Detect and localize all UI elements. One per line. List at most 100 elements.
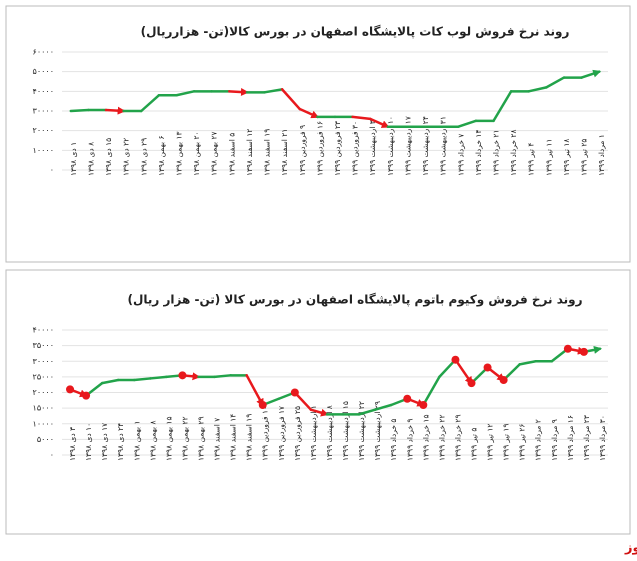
x-tick-label: ۸ دی ۱۳۹۸ [86, 142, 95, 176]
x-tick-label: ۱۶ فروردین ۱۳۹۹ [315, 121, 324, 176]
x-tick-label: ۱۹ اسفند ۱۳۹۸ [245, 414, 254, 461]
x-tick-label: ۱۷ اردیبهشت ۱۳۹۹ [403, 116, 412, 176]
y-tick-label: ۲۰۰۰۰ [33, 126, 54, 135]
line-segment [518, 360, 537, 366]
point [467, 379, 476, 388]
line-segment [104, 106, 126, 115]
line-segment [245, 374, 264, 407]
x-tick-label: ۱۴ اسفند ۱۳۹۸ [229, 414, 238, 461]
x-tick-label: ۳۱ اردیبهشت ۱۳۹۹ [439, 116, 448, 176]
y-tick-label: ۴۰۰۰۰ [33, 87, 54, 96]
line-segment [133, 377, 152, 382]
x-tick-label: ۱۶ مرداد ۱۳۹۹ [566, 415, 575, 461]
x-tick-label: ۱۵ خرداد ۱۳۹۹ [421, 415, 430, 462]
y-tick-label: ۲۰۰۰۰ [33, 388, 54, 397]
x-tick-label: ۱۰ دی ۱۳۹۸ [84, 423, 93, 461]
x-tick-label: ۳ اردیبهشت ۱۳۹۹ [368, 120, 377, 176]
x-tick-label: ۱۵ اردیبهشت ۱۳۹۹ [341, 401, 350, 461]
x-tick-label: ۱۱ تیر ۱۳۹۹ [544, 139, 553, 176]
x-tick-label: ۲۱ اسفند ۱۳۹۸ [280, 129, 289, 176]
x-tick-label: ۲۷ بهمن ۱۳۹۸ [210, 131, 219, 176]
line-segment [298, 107, 320, 119]
x-tick-label: ۱۳ بهمن ۱۳۹۸ [174, 131, 183, 176]
y-tick-label: ۰ [50, 166, 54, 175]
x-tick-label: ۸ اردیبهشت ۱۳۹۹ [325, 405, 334, 461]
x-tick-label: ۲۳ مرداد ۱۳۹۹ [582, 415, 591, 461]
x-tick-label: ۱ دی ۱۳۹۸ [69, 142, 78, 176]
x-tick-label: ۶ بهمن ۱۳۹۸ [157, 135, 166, 176]
line-segment [457, 119, 478, 128]
x-tick-label: ۱۰ فروردین ۱۳۹۹ [261, 406, 270, 461]
line-segment [228, 87, 249, 96]
point [579, 347, 588, 356]
line-segment [280, 88, 302, 111]
x-tick-label: ۲۲ اردیبهشت ۱۳۹۹ [357, 401, 366, 461]
x-tick-label: ۱۲ اسفند ۱۳۹۸ [245, 129, 254, 176]
point [82, 391, 91, 400]
x-tick-label: ۷ خرداد ۱۳۹۹ [456, 134, 465, 176]
chart-title: روند نرخ فروش وکیوم باتوم پالایشگاه اصفه… [127, 293, 582, 308]
x-tick-label: ۱ بهمن ۱۳۹۸ [132, 420, 141, 461]
line-segment [527, 86, 548, 93]
x-tick-label: ۱ مرداد ۱۳۹۹ [597, 134, 606, 176]
x-tick-label: ۲۳ فروردین ۱۳۹۹ [333, 121, 342, 176]
x-tick-label: ۲۲ دی ۱۳۹۸ [122, 138, 131, 176]
line-segment [351, 115, 372, 121]
x-tick-label: ۲۹ دی ۱۳۹۸ [139, 138, 148, 176]
x-tick-label: ۹ مرداد ۱۳۹۹ [550, 419, 559, 461]
line-segment [454, 358, 473, 385]
line-segment [422, 375, 441, 407]
y-tick-label: ۶۰۰۰۰ [33, 48, 54, 57]
line-segment [100, 378, 120, 385]
x-tick-label: ۹ فروردین ۱۳۹۹ [298, 125, 307, 176]
x-tick-label: ۱ اردیبهشت ۱۳۹۹ [309, 405, 318, 461]
x-tick-label: ۱۷ دی ۱۳۹۸ [100, 423, 109, 461]
point [290, 388, 299, 397]
x-tick-label: ۲۱ خرداد ۱۳۹۹ [492, 130, 501, 176]
chart-title: روند نرخ فروش لوب کات پالایشگاه اصفهان د… [141, 25, 570, 40]
panel [5, 269, 631, 535]
line-segment [140, 94, 161, 113]
point [178, 371, 187, 380]
line-segment [545, 76, 566, 89]
x-tick-label: ۱۹ اسفند ۱۳۹۸ [263, 129, 272, 176]
y-tick-label: ۴۰۰۰۰ [33, 326, 54, 335]
y-tick-label: ۵۰۰۰۰ [33, 67, 54, 76]
x-tick-label: ۵ اسفند ۱۳۹۸ [227, 133, 236, 176]
x-tick-label: ۱۷ فروردین ۱۳۹۹ [277, 406, 286, 461]
footer: بورس نیوز [624, 541, 637, 556]
x-tick-label: ۵ تیر ۱۳۹۹ [470, 428, 479, 461]
x-tick-label: ۲۹ اردیبهشت ۱۳۹۹ [373, 401, 382, 461]
line-segment [357, 408, 377, 416]
y-tick-label: ۱۵۰۰۰ [33, 404, 54, 413]
line-segment [175, 90, 196, 97]
point [483, 363, 492, 372]
x-tick-label: ۲۲ بهمن ۱۳۹۸ [180, 416, 189, 461]
x-tick-label: ۱۵ دی ۱۳۹۸ [104, 138, 113, 176]
y-tick-label: ۱۰۰۰۰ [33, 146, 54, 155]
x-tick-label: ۳ دی ۱۳۹۸ [68, 427, 77, 461]
x-tick-label: ۲۵ تیر ۱۳۹۹ [580, 139, 589, 176]
x-tick-label: ۵ خرداد ۱۳۹۹ [389, 419, 398, 461]
y-tick-label: ۰ [50, 451, 54, 460]
y-tick-label: ۳۰۰۰۰ [33, 357, 54, 366]
x-tick-label: ۲۶ تیر ۱۳۹۹ [518, 424, 527, 461]
x-tick-label: ۱۹ تیر ۱۳۹۹ [502, 424, 511, 461]
x-tick-label: ۲۰ بهمن ۱۳۹۸ [192, 131, 201, 176]
x-tick-label: ۲ مرداد ۱۳۹۹ [534, 419, 543, 461]
y-tick-label: ۲۵۰۰۰ [33, 372, 54, 381]
x-tick-label: ۲۴ دی ۱۳۹۸ [116, 423, 125, 461]
x-tick-label: ۴ تیر ۱۳۹۹ [527, 143, 536, 176]
x-tick-label: ۱۵ بهمن ۱۳۹۸ [164, 416, 173, 461]
line-segment [373, 403, 393, 411]
point [451, 355, 460, 364]
point [66, 385, 75, 394]
x-tick-label: ۲۹ خرداد ۱۳۹۹ [453, 415, 462, 462]
x-tick-label: ۳۰ فروردین ۱۳۹۹ [351, 121, 360, 176]
x-tick-label: ۲۲ خرداد ۱۳۹۹ [437, 415, 446, 462]
line-segment [263, 88, 284, 94]
y-tick-label: ۱۰۰۰۰ [33, 419, 54, 428]
line-segment [149, 375, 168, 380]
x-tick-label: ۲۵ فروردین ۱۳۹۹ [293, 406, 302, 461]
